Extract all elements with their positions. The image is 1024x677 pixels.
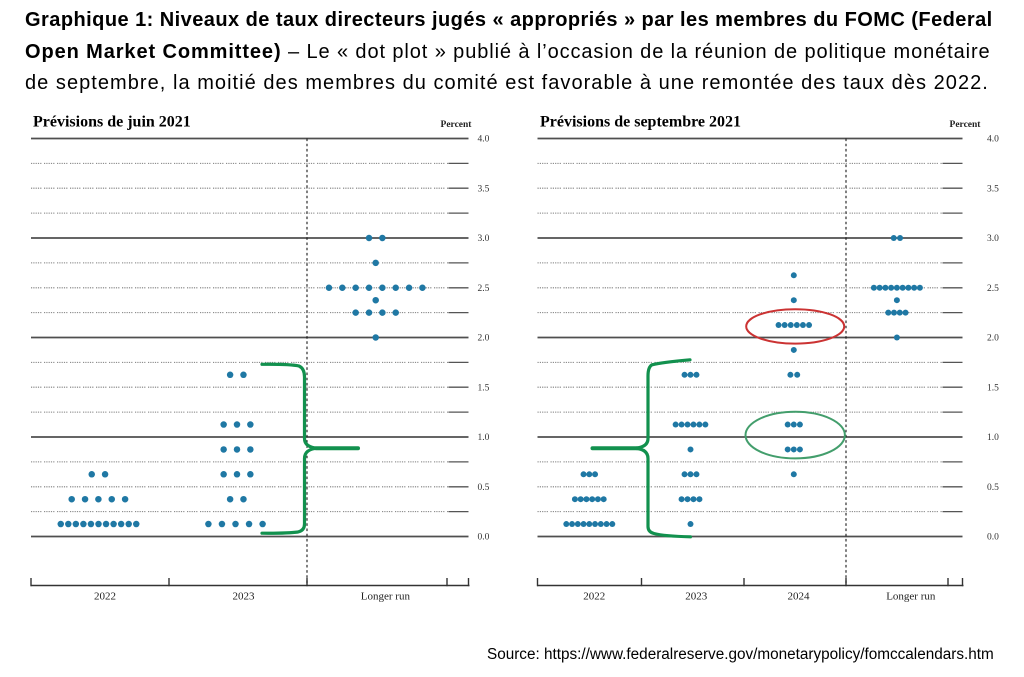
svg-text:2024: 2024 (788, 591, 811, 603)
svg-text:Longer run: Longer run (361, 591, 411, 603)
svg-text:0.0: 0.0 (478, 533, 490, 543)
svg-text:Percent: Percent (950, 120, 982, 130)
svg-text:Prévisions de septembre 2021: Prévisions de septembre 2021 (540, 114, 741, 131)
svg-text:1.5: 1.5 (987, 383, 999, 393)
svg-text:1.0: 1.0 (987, 433, 999, 443)
svg-text:3.5: 3.5 (987, 184, 999, 194)
svg-text:1.0: 1.0 (478, 433, 490, 443)
svg-text:Percent: Percent (441, 120, 473, 130)
svg-text:4.0: 4.0 (478, 135, 490, 145)
svg-text:3.0: 3.0 (478, 234, 490, 244)
svg-text:Prévisions de juin 2021: Prévisions de juin 2021 (33, 114, 191, 131)
svg-text:2023: 2023 (233, 591, 256, 603)
svg-text:2.5: 2.5 (987, 284, 999, 294)
svg-text:0.5: 0.5 (478, 483, 490, 493)
svg-text:2.0: 2.0 (478, 334, 490, 344)
svg-text:2023: 2023 (685, 591, 708, 603)
svg-text:2.5: 2.5 (478, 284, 490, 294)
svg-text:Longer run: Longer run (886, 591, 936, 603)
svg-text:2022: 2022 (94, 591, 116, 603)
svg-text:2022: 2022 (583, 591, 605, 603)
svg-text:2.0: 2.0 (987, 334, 999, 344)
svg-text:0.5: 0.5 (987, 483, 999, 493)
svg-text:1.5: 1.5 (478, 383, 490, 393)
svg-text:3.5: 3.5 (478, 184, 490, 194)
svg-text:4.0: 4.0 (987, 135, 999, 145)
svg-text:3.0: 3.0 (987, 234, 999, 244)
svg-text:0.0: 0.0 (987, 533, 999, 543)
